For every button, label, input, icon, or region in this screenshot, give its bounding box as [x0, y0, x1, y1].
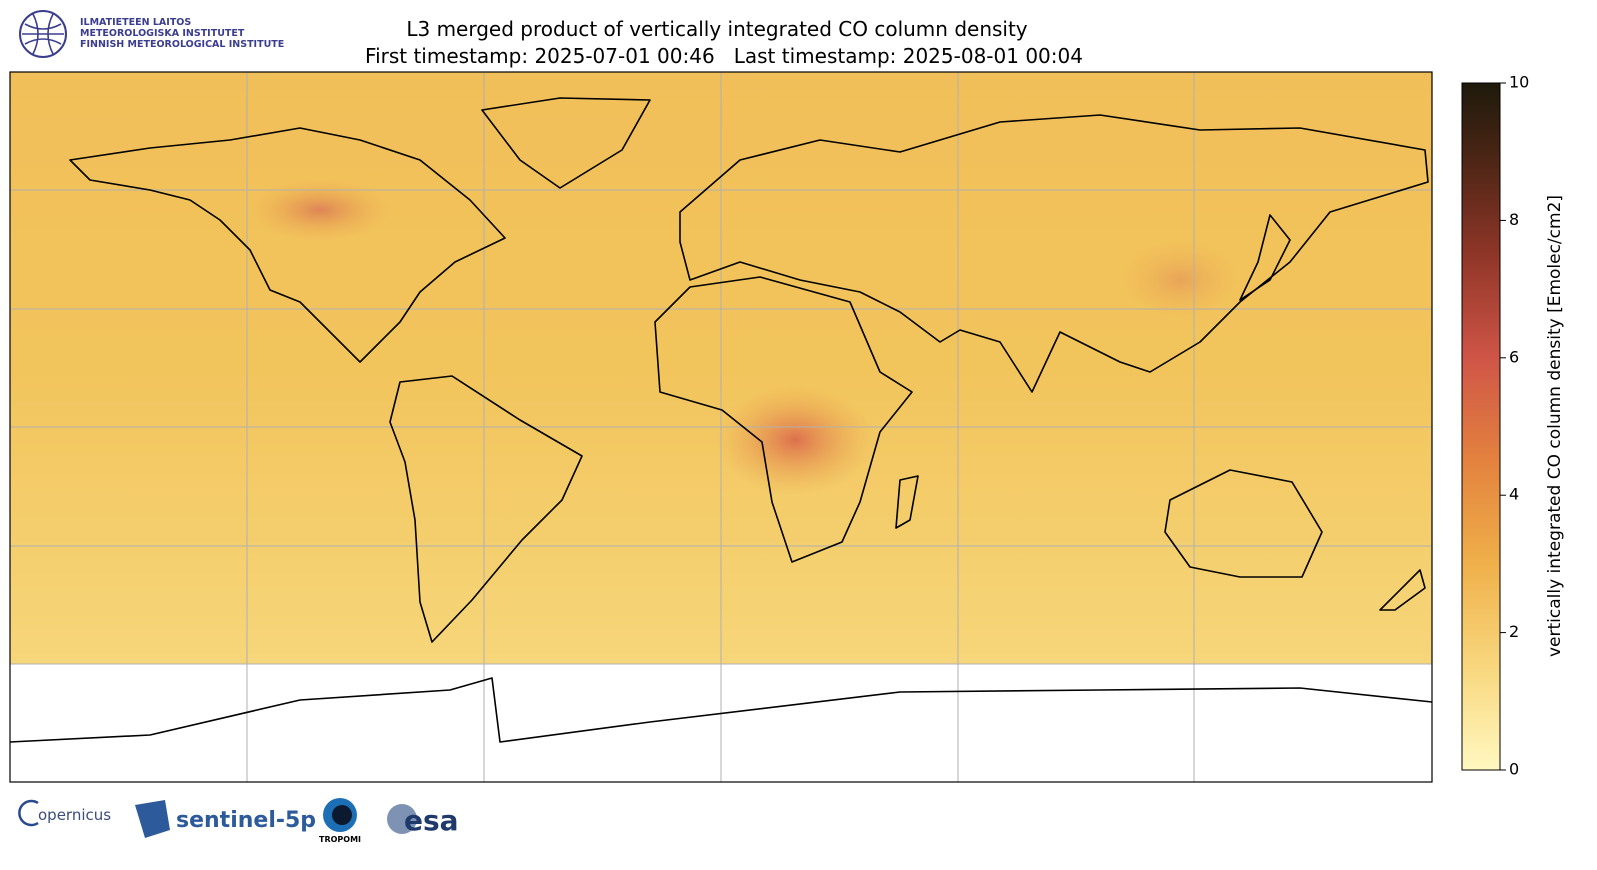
- colorbar-label: vertically integrated CO column density …: [1545, 195, 1565, 657]
- colorbar-tick-label: 6: [1509, 347, 1519, 366]
- colorbar-tick-label: 0: [1509, 760, 1519, 779]
- logo-tropomi: TROPOMI: [319, 835, 361, 844]
- logo-text: FINNISH METEOROLOGICAL INSTITUTE: [80, 39, 284, 50]
- logo-sentinel: sentinel-5p: [176, 808, 316, 833]
- footer-logos: opernicus sentinel-5p TROPOMI esa: [18, 798, 459, 844]
- logo-text: ILMATIETEEN LAITOS: [80, 17, 191, 28]
- colorbar-tick-label: 2: [1509, 622, 1519, 641]
- title: L3 merged product of vertically integrat…: [406, 17, 1027, 41]
- logo-text: METEOROLOGISKA INSTITUTET: [80, 28, 245, 39]
- logo-esa: esa: [404, 804, 459, 837]
- map: [9, 71, 1433, 783]
- colorbar-tick-label: 8: [1509, 210, 1519, 229]
- fmi-logo: ILMATIETEEN LAITOS METEOROLOGISKA INSTIT…: [19, 10, 284, 58]
- colorbar: vertically integrated CO column density …: [1461, 73, 1565, 779]
- subtitle: First timestamp: 2025-07-01 00:46 Last t…: [365, 44, 1083, 68]
- logo-copernicus: opernicus: [38, 806, 111, 824]
- colorbar-tick-label: 4: [1509, 485, 1519, 504]
- colorbar-tick-label: 10: [1509, 73, 1529, 92]
